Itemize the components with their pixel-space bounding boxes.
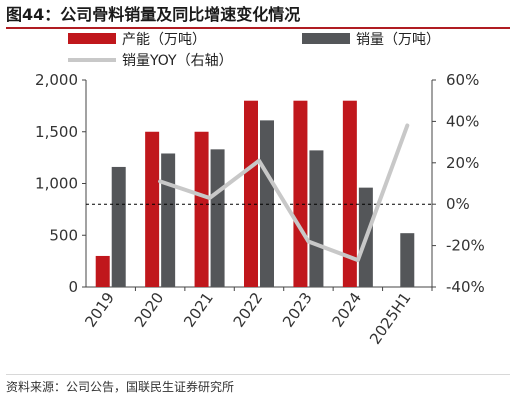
- bar-sales-2019: [111, 166, 126, 287]
- bar-sales-2025H1: [400, 233, 415, 287]
- bar-capacity-2020: [145, 131, 160, 287]
- bar-sales-2023: [309, 150, 324, 287]
- bar-sales-2022: [260, 120, 274, 288]
- right-tick-label: 20%: [446, 154, 479, 172]
- left-tick-label: 500: [49, 226, 78, 244]
- bar-capacity-2024: [342, 100, 357, 287]
- x-tick-label: 2019: [81, 289, 118, 331]
- x-tick-label: 2022: [230, 289, 267, 331]
- right-tick-label: 40%: [446, 112, 479, 130]
- left-tick-label: 2,000: [35, 71, 78, 89]
- legend-swatch-sales: [302, 33, 350, 44]
- x-tick-label: 2020: [131, 289, 168, 331]
- x-tick-label: 2024: [328, 289, 365, 331]
- legend-swatch-capacity: [68, 33, 116, 44]
- bar-sales-2021: [210, 149, 225, 287]
- bar-capacity-2023: [293, 100, 308, 287]
- x-tick-label: 2021: [180, 289, 217, 331]
- right-tick-label: -20%: [446, 237, 485, 255]
- legend-label-yoy: 销量YOY（右轴）: [122, 53, 233, 69]
- right-tick-label: 0%: [446, 195, 470, 213]
- chart-title: 图44：公司骨料销量及同比增速变化情况: [6, 3, 510, 29]
- legend-label-capacity: 产能（万吨）: [122, 32, 206, 48]
- bar-capacity-2022: [244, 100, 258, 287]
- x-tick-label: 2025H1: [366, 289, 415, 348]
- yoy-line: [158, 123, 410, 263]
- source-note: 资料来源：公司公告，国联民生证券研究所: [6, 374, 510, 397]
- x-tick-label: 2023: [279, 289, 316, 331]
- legend-label-sales: 销量（万吨）: [356, 32, 440, 48]
- left-tick-label: 1,500: [35, 123, 78, 141]
- left-tick-label: 0: [68, 278, 78, 296]
- left-tick-label: 1,000: [35, 175, 78, 193]
- right-tick-label: 60%: [446, 71, 479, 89]
- chart-canvas: 0 500 1,000 1,500 2,000 -40% -20% 0% 20% 40% 60% 20…: [35, 32, 485, 348]
- right-tick-label: -40%: [446, 278, 485, 296]
- bar-sales-2020: [161, 153, 176, 287]
- bar-capacity-2019: [95, 255, 110, 287]
- bar-capacity-2021: [194, 131, 209, 287]
